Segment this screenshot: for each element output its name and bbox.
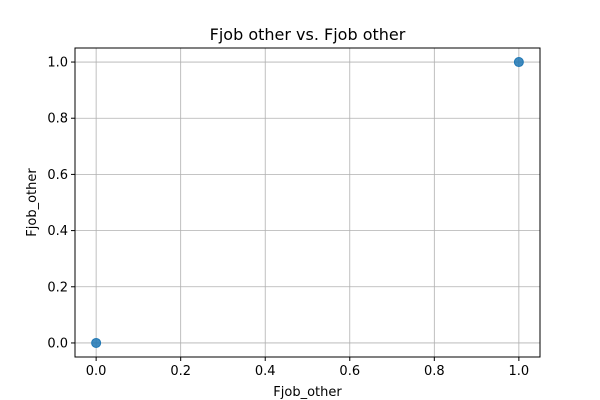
y-tick-label: 0.4 [47,224,68,239]
data-points [91,57,524,348]
scatter-point [513,57,524,68]
y-tick-label: 0.6 [47,168,68,183]
y-tick-label: 0.0 [47,336,68,351]
y-axis-label: Fjob_other [25,168,40,237]
x-tick-label: 0.4 [255,364,276,379]
y-tick-label: 1.0 [47,56,68,71]
plot-frame [74,47,541,358]
scatter-point [91,337,102,348]
x-tick-label: 0.0 [86,364,107,379]
grid [75,48,540,357]
x-tick-label: 0.6 [339,364,360,379]
chart-title: Fjob other vs. Fjob other [210,25,406,44]
y-tick-label: 0.2 [47,280,68,295]
y-tick-label: 0.8 [47,112,68,127]
x-tick-label: 0.2 [170,364,191,379]
x-tick-label: 0.8 [424,364,445,379]
axis-ticks: 0.0 0.2 0.4 0.6 0.8 1.0 0.0 0.2 0.4 0.6 0.8 1.0 [47,56,529,379]
x-axis-label: Fjob_other [273,385,342,400]
x-tick-label: 1.0 [509,364,530,379]
